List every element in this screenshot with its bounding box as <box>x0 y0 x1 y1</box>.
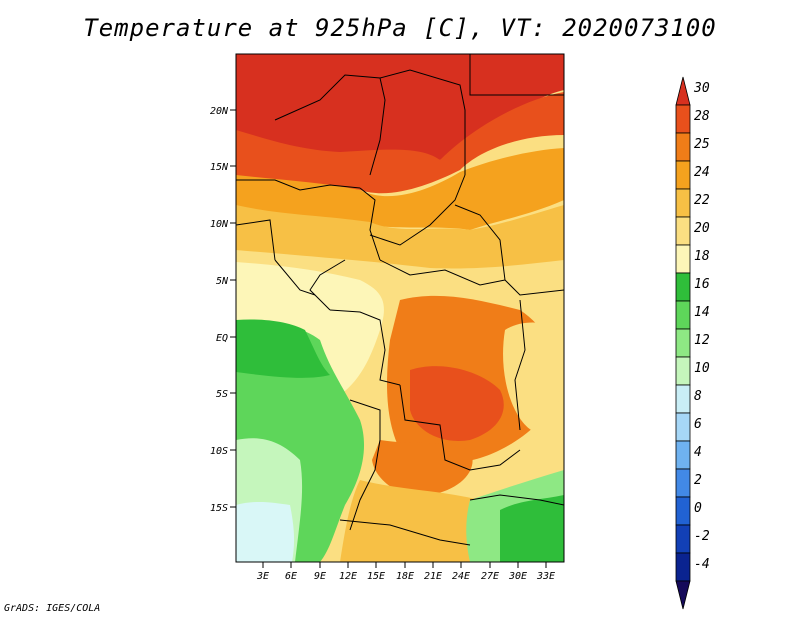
colorbar-label: 22 <box>694 193 710 208</box>
colorbar-swatch <box>675 188 691 218</box>
map-title: Temperature at 925hPa [C], VT: 202007310… <box>83 14 717 42</box>
grads-credit: GrADS: IGES/COLA <box>4 603 101 614</box>
lat-label: 5N <box>216 276 229 287</box>
colorbar-label: 30 <box>693 81 710 96</box>
colorbar-label: 4 <box>694 445 702 460</box>
colorbar-swatch <box>675 328 691 358</box>
colorbar-label: 16 <box>694 277 710 292</box>
lat-label: 20N <box>210 106 229 117</box>
lat-label: 5S <box>216 389 228 400</box>
colorbar-swatch <box>675 496 691 526</box>
lon-label: 24E <box>452 571 470 582</box>
colorbar-label: -4 <box>694 557 710 572</box>
colorbar-top-arrow <box>675 76 691 106</box>
colorbar-swatch <box>675 356 691 386</box>
colorbar-label: 0 <box>694 501 702 516</box>
lon-label: 21E <box>424 571 442 582</box>
colorbar-swatch <box>675 216 691 246</box>
colorbar-label: 12 <box>694 333 710 348</box>
colorbar-swatch <box>675 524 691 554</box>
colorbar-bottom-arrow <box>675 580 691 610</box>
colorbar-swatch <box>675 160 691 190</box>
colorbar-label: 28 <box>694 109 710 124</box>
colorbar-swatch <box>675 300 691 330</box>
colorbar-swatch <box>675 244 691 274</box>
lat-label: 15N <box>210 162 229 173</box>
colorbar-label: 24 <box>694 165 710 180</box>
lon-label: 15E <box>367 571 385 582</box>
colorbar-label: 10 <box>694 361 710 376</box>
colorbar-label: 8 <box>694 389 702 404</box>
colorbar-swatch <box>675 412 691 442</box>
country-borders <box>236 54 564 546</box>
colorbar-label: 25 <box>694 137 710 152</box>
lat-label: 15S <box>210 503 228 514</box>
colorbar-label: 6 <box>694 417 702 432</box>
colorbar-swatch <box>675 440 691 470</box>
lon-label: 9E <box>314 571 326 582</box>
temperature-field <box>236 54 564 562</box>
lat-label: EQ <box>216 333 228 344</box>
colorbar-label: -2 <box>694 529 710 544</box>
lon-label: 6E <box>285 571 297 582</box>
lon-label: 30E <box>508 571 527 582</box>
colorbar-label: 20 <box>694 221 710 236</box>
lon-label: 18E <box>396 571 414 582</box>
lon-label: 3E <box>256 571 269 582</box>
lat-label: 10N <box>210 219 229 230</box>
lon-label: 12E <box>339 571 357 582</box>
lon-label: 33E <box>536 571 555 582</box>
colorbar-label: 18 <box>694 249 710 264</box>
colorbar-swatch <box>675 132 691 162</box>
colorbar-swatch <box>675 104 691 134</box>
colorbar-swatch <box>675 384 691 414</box>
lon-label: 27E <box>481 571 499 582</box>
colorbar <box>675 76 691 610</box>
colorbar-label: 14 <box>694 305 710 320</box>
lat-label: 10S <box>210 446 228 457</box>
colorbar-swatch <box>675 468 691 498</box>
colorbar-swatch <box>675 272 691 302</box>
colorbar-swatch <box>675 552 691 582</box>
colorbar-label: 2 <box>694 473 702 488</box>
